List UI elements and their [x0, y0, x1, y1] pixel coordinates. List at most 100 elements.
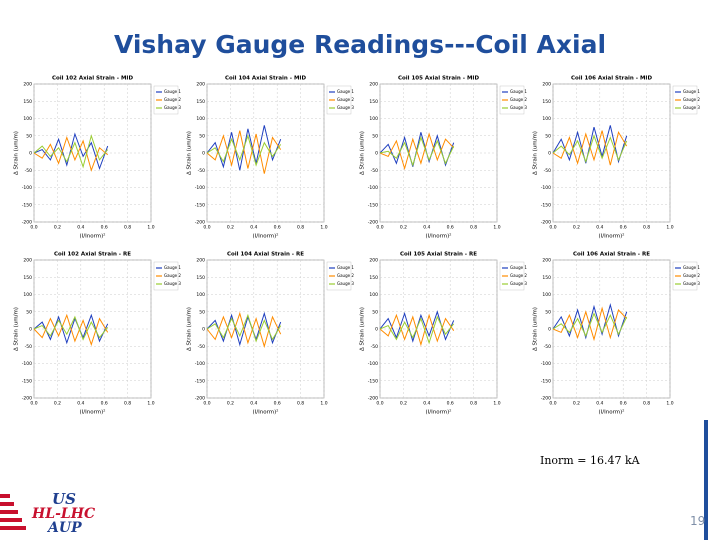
y-tick-label: 0 — [29, 151, 32, 157]
chart-title: Coil 106 Axial Strain - RE — [573, 252, 650, 258]
legend-label: Gauge 3 — [683, 105, 700, 110]
y-tick-label: -50 — [371, 168, 378, 174]
chart-title: Coil 102 Axial Strain - MID — [52, 76, 134, 82]
x-tick-label: 0.4 — [77, 225, 84, 231]
x-axis-label: (I/Inorm)² — [80, 233, 106, 240]
x-tick-label: 0.6 — [274, 225, 281, 231]
data-line — [33, 315, 109, 341]
x-tick-label: 0.0 — [30, 401, 37, 407]
y-tick-label: -200 — [22, 220, 32, 226]
chart-title: Coil 104 Axial Strain - RE — [227, 252, 304, 258]
legend-label: Gauge 3 — [510, 281, 527, 286]
logo: US HL-LHC AUP — [0, 490, 95, 536]
x-tick-label: 0.2 — [227, 225, 234, 231]
y-tick-label: 100 — [23, 292, 32, 298]
y-tick-label: 150 — [369, 99, 378, 105]
y-tick-label: 100 — [542, 292, 551, 298]
y-tick-label: -50 — [371, 344, 378, 350]
chart-title: Coil 105 Axial Strain - RE — [400, 252, 477, 258]
y-tick-label: 0 — [548, 327, 551, 333]
y-tick-label: 0 — [548, 151, 551, 157]
y-tick-label: 100 — [369, 116, 378, 122]
logo-line: US — [52, 490, 76, 508]
data-line — [552, 134, 628, 164]
y-tick-label: -200 — [368, 396, 378, 402]
legend-label: Gauge 1 — [164, 89, 181, 94]
x-tick-label: 1.0 — [666, 401, 673, 407]
y-tick-label: -150 — [541, 378, 551, 384]
chart-title: Coil 106 Axial Strain - MID — [571, 76, 653, 82]
data-line — [552, 125, 628, 164]
x-tick-label: 0.0 — [203, 401, 210, 407]
legend-label: Gauge 3 — [510, 105, 527, 110]
legend-label: Gauge 1 — [683, 265, 700, 270]
x-tick-label: 0.0 — [549, 225, 556, 231]
x-tick-label: 0.6 — [620, 401, 627, 407]
x-tick-label: 0.8 — [297, 225, 304, 231]
y-tick-label: -50 — [198, 344, 205, 350]
data-line — [552, 312, 628, 338]
logo-line: HL-LHC — [31, 506, 95, 522]
y-tick-label: 200 — [542, 82, 551, 88]
decor-bar — [704, 420, 708, 540]
y-tick-label: 100 — [542, 116, 551, 122]
x-tick-label: 0.4 — [250, 225, 257, 231]
y-tick-label: 50 — [372, 309, 378, 315]
data-line — [33, 134, 109, 169]
x-axis-label: (I/Inorm)² — [599, 409, 625, 416]
x-tick-label: 0.4 — [596, 225, 603, 231]
y-tick-label: -100 — [195, 361, 205, 367]
legend-label: Gauge 1 — [683, 89, 700, 94]
y-tick-label: -100 — [541, 185, 551, 191]
x-tick-label: 0.2 — [400, 401, 407, 407]
y-tick-label: -50 — [198, 168, 205, 174]
y-tick-label: 50 — [545, 133, 551, 139]
legend-label: Gauge 3 — [337, 281, 354, 286]
x-tick-label: 0.6 — [101, 401, 108, 407]
legend-label: Gauge 2 — [683, 273, 700, 278]
x-tick-label: 0.0 — [549, 401, 556, 407]
chart-panel: Coil 105 Axial Strain - RE 200 150 100 50 0 -5… — [360, 252, 528, 416]
x-tick-label: 1.0 — [147, 225, 154, 231]
legend-label: Gauge 1 — [337, 89, 354, 94]
x-tick-label: 0.4 — [250, 401, 257, 407]
x-tick-label: 0.4 — [596, 401, 603, 407]
y-tick-label: -100 — [22, 361, 32, 367]
chart-panel: Coil 105 Axial Strain - MID 200 150 100 50 0 -… — [360, 76, 528, 240]
page-number: 19 — [690, 514, 706, 528]
y-tick-label: -50 — [544, 168, 551, 174]
y-tick-label: -100 — [368, 185, 378, 191]
y-tick-label: 0 — [375, 151, 378, 157]
x-tick-label: 0.4 — [423, 401, 430, 407]
logo-line: AUP — [46, 520, 82, 536]
y-tick-label: -100 — [541, 361, 551, 367]
note: Inorm = 16.47 kA — [540, 454, 640, 467]
y-tick-label: 0 — [375, 327, 378, 333]
x-tick-label: 0.4 — [77, 401, 84, 407]
y-tick-label: -150 — [541, 202, 551, 208]
x-axis-label: (I/Inorm)² — [426, 409, 452, 416]
x-tick-label: 0.8 — [124, 401, 131, 407]
data-line — [552, 302, 628, 340]
x-tick-label: 0.8 — [470, 401, 477, 407]
y-tick-label: 100 — [369, 292, 378, 298]
y-tick-label: 200 — [196, 258, 205, 264]
chart-panel: Coil 102 Axial Strain - RE 200 150 100 50 0 -5… — [14, 252, 182, 416]
y-tick-label: 200 — [369, 258, 378, 264]
y-tick-label: -50 — [25, 344, 32, 350]
x-tick-label: 1.0 — [147, 401, 154, 407]
y-tick-label: 150 — [542, 99, 551, 105]
y-axis-label: Δ Strain (um/m) — [360, 131, 366, 175]
y-tick-label: 50 — [199, 133, 205, 139]
y-tick-label: 150 — [196, 275, 205, 281]
chart-title: Coil 104 Axial Strain - MID — [225, 76, 307, 82]
x-tick-label: 0.8 — [643, 225, 650, 231]
y-tick-label: -200 — [22, 396, 32, 402]
y-axis-label: Δ Strain (um/m) — [360, 307, 366, 351]
y-tick-label: 100 — [23, 116, 32, 122]
y-tick-label: 150 — [23, 99, 32, 105]
y-tick-label: 200 — [23, 258, 32, 264]
y-tick-label: 200 — [23, 82, 32, 88]
legend-label: Gauge 3 — [337, 105, 354, 110]
